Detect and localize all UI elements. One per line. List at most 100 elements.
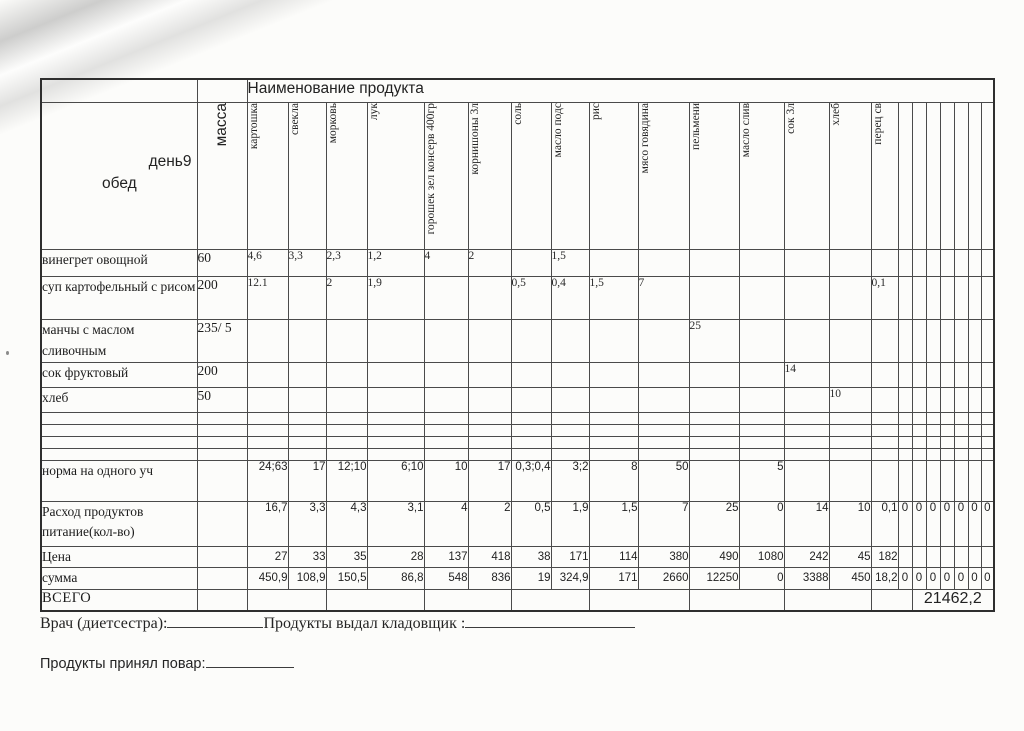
empty-cell <box>246 436 289 449</box>
value-cell <box>828 362 872 388</box>
empty-cell <box>828 424 872 437</box>
value-cell <box>967 319 982 363</box>
price-value-cell: 28 <box>366 545 425 569</box>
norm-extra-cell <box>939 460 955 502</box>
empty-cell <box>325 448 368 461</box>
dish-name-cell: хлеб <box>40 387 198 413</box>
empty-cell <box>510 412 552 425</box>
sum-value-cell: 836 <box>467 567 512 590</box>
price-value-cell: 45 <box>828 545 872 569</box>
value-cell: 1,5 <box>588 276 639 320</box>
empty-cell <box>366 448 425 461</box>
empty-cell <box>980 436 995 449</box>
value-cell <box>967 249 982 277</box>
consumption-value-cell: 10 <box>828 501 872 547</box>
consumption-extra-cell: 0 <box>953 501 969 547</box>
empty-cell <box>980 448 995 461</box>
empty-cell <box>550 448 590 461</box>
empty-cell <box>925 448 941 461</box>
value-cell <box>967 362 982 388</box>
value-cell <box>980 387 995 413</box>
norm-value-cell: 0,3;0,4 <box>510 460 552 502</box>
empty-cell <box>897 436 913 449</box>
empty-cell <box>783 424 830 437</box>
product-header-label: хлеб <box>829 103 842 126</box>
norm-value-cell: 12;10 <box>325 460 368 502</box>
price-value-cell: 418 <box>467 545 512 569</box>
empty-cell <box>911 412 927 425</box>
empty-cell <box>967 412 982 425</box>
value-cell <box>738 276 785 320</box>
consumption-value-cell: 25 <box>688 501 740 547</box>
dish-name-cell: манчы с маслом сливочным <box>40 319 198 363</box>
storekeeper-signature-line <box>465 614 636 628</box>
price-value-cell: 35 <box>325 545 368 569</box>
sum-value-cell: 150,5 <box>325 567 368 590</box>
sum-extra-cell: 0 <box>939 567 955 590</box>
product-header-cell: масло слив <box>738 102 785 250</box>
product-header-cell: рис <box>588 102 639 250</box>
consumption-value-cell: 4,3 <box>325 501 368 547</box>
sum-value-cell: 324,9 <box>550 567 590 590</box>
product-header-label: корнишоны 3л <box>468 103 481 175</box>
norm-value-cell: 10 <box>423 460 469 502</box>
day-label: день9 <box>148 153 192 170</box>
price-value-cell: 38 <box>510 545 552 569</box>
sum-value-cell: 3388 <box>783 567 830 590</box>
product-header-label: рис <box>589 103 602 121</box>
mass-empty-cell <box>196 567 248 590</box>
table-row: Расход продуктов питание(кол-во) 16,7 3,3 4… <box>40 501 995 547</box>
consumption-value-cell: 0 <box>738 501 785 547</box>
value-cell <box>325 362 368 388</box>
empty-cell <box>325 424 368 437</box>
table-row: Наименование продукта <box>40 78 995 103</box>
empty-cell <box>953 448 969 461</box>
value-cell <box>467 362 512 388</box>
value-cell: 14 <box>783 362 830 388</box>
price-extra-cell <box>911 545 927 569</box>
empty-cell <box>423 424 469 437</box>
value-cell <box>366 362 425 388</box>
empty-cell <box>246 448 289 461</box>
sum-value-cell: 2660 <box>637 567 690 590</box>
value-cell <box>925 249 941 277</box>
empty-cell <box>550 412 590 425</box>
empty-cell <box>953 424 969 437</box>
dish-name-cell: суп картофельный с рисом <box>40 276 198 320</box>
consumption-extra-cell: 0 <box>967 501 982 547</box>
norm-value-cell: 24;63 <box>246 460 289 502</box>
empty-cell <box>287 424 327 437</box>
value-cell <box>897 276 913 320</box>
total-empty-cell <box>510 588 590 611</box>
total-empty-cell <box>325 588 425 611</box>
empty-cell <box>870 448 899 461</box>
value-cell <box>738 319 785 363</box>
consumption-value-cell: 3,3 <box>287 501 327 547</box>
value-cell <box>588 249 639 277</box>
consumption-extra-cell: 0 <box>980 501 995 547</box>
value-cell: 3,3 <box>287 249 327 277</box>
value-cell <box>246 387 289 413</box>
total-empty-cell <box>246 588 327 611</box>
empty-header-cell <box>911 102 927 250</box>
value-cell: 2 <box>467 249 512 277</box>
empty-cell <box>196 424 248 437</box>
value-cell <box>897 387 913 413</box>
price-extra-cell <box>925 545 941 569</box>
empty-cell <box>828 436 872 449</box>
product-header-cell: перец св <box>870 102 899 250</box>
sum-extra-cell: 0 <box>980 567 995 590</box>
empty-cell <box>897 412 913 425</box>
table-row: норма на одного уч 24;63 17 12;10 6;10 10 17 0,… <box>40 460 995 502</box>
empty-cell <box>287 448 327 461</box>
sum-value-cell: 450,9 <box>246 567 289 590</box>
consumption-value-cell: 0,5 <box>510 501 552 547</box>
value-cell: 2,3 <box>325 249 368 277</box>
empty-cell <box>325 412 368 425</box>
table-row: ВСЕГО 21462,2 <box>40 588 995 611</box>
empty-cell <box>783 412 830 425</box>
consumption-extra-cell: 0 <box>897 501 913 547</box>
product-header-cell: соль <box>510 102 552 250</box>
empty-cell <box>588 412 639 425</box>
